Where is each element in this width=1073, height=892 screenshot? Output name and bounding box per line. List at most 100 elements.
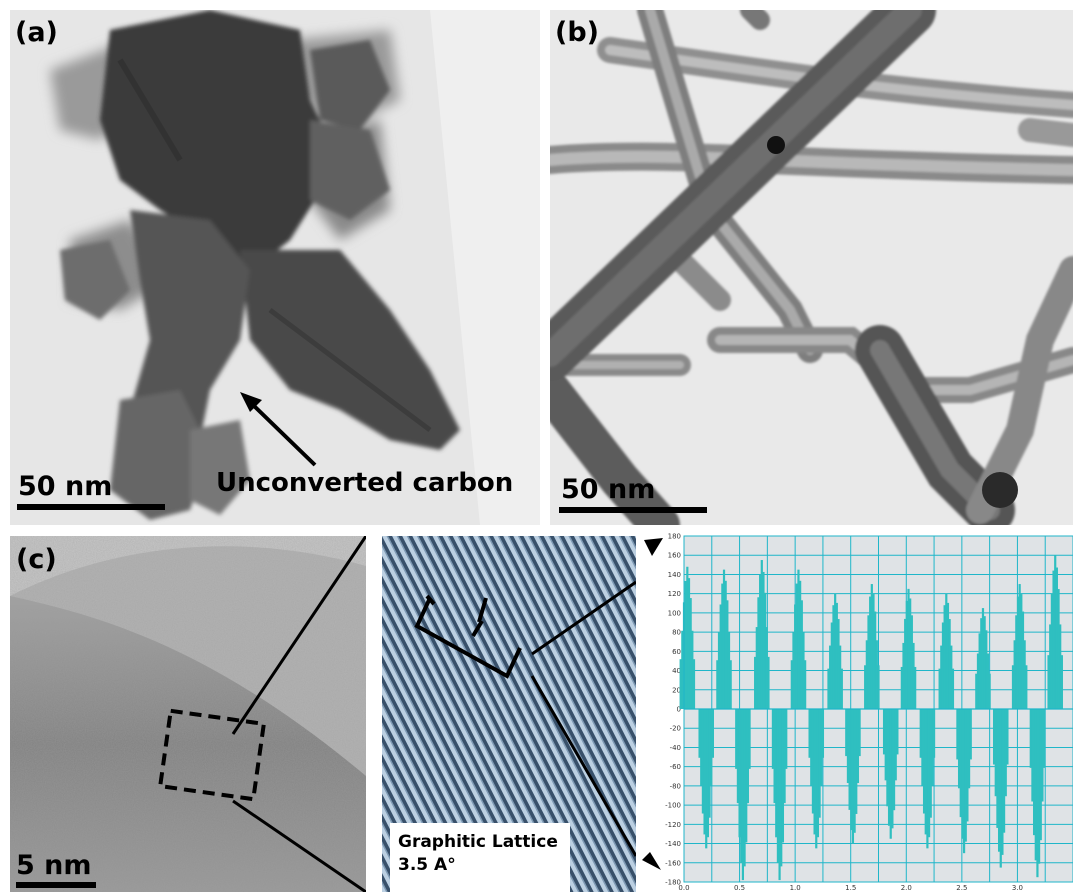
lattice-title: Graphitic Lattice [398, 832, 558, 852]
bar-trough [743, 709, 746, 867]
bar-trough [896, 709, 899, 755]
bar-trough [783, 709, 786, 804]
bar-peak [767, 656, 770, 709]
bar-trough [850, 709, 853, 831]
bar-trough [780, 709, 783, 867]
bar-peak [912, 642, 915, 709]
bar-trough [778, 709, 781, 881]
bar-trough [959, 709, 962, 818]
bar-peak [679, 659, 682, 709]
bar-trough [926, 709, 929, 849]
bar-peak [840, 668, 843, 709]
bar-peak [754, 656, 757, 709]
bar-trough [1002, 709, 1006, 833]
bar-peak [792, 632, 795, 709]
bar-peak [900, 666, 903, 709]
bar-trough [997, 709, 1001, 852]
bar-peak [727, 632, 731, 709]
bar-peak [1023, 640, 1026, 709]
bar-peak [1059, 624, 1062, 709]
bar-trough [741, 709, 745, 881]
bar-trough [1031, 709, 1034, 802]
bar-trough [924, 709, 927, 835]
bar-trough [1036, 709, 1039, 878]
x-tick-label: 0.0 [678, 884, 689, 892]
bar-peak [909, 598, 912, 709]
bar-trough [740, 709, 743, 863]
bar-peak [765, 627, 768, 709]
bar-trough [708, 709, 711, 818]
line-profile-chart: 180 160 140 120 100 80 60 40 20 0 -20 -40 -60 -80 -100… [650, 530, 1073, 892]
bar-peak [721, 583, 724, 709]
arrow-head [240, 392, 262, 412]
bar-peak [1060, 655, 1063, 709]
bar-peak [870, 584, 873, 709]
bar-peak [1055, 567, 1058, 709]
panel-c-hrtem: (c) 5 nm [10, 536, 366, 892]
bar-peak [985, 630, 988, 709]
roi-dashed-box [157, 708, 267, 802]
bar-peak [686, 566, 689, 709]
y-tick-label: -60 [670, 763, 681, 771]
bar-trough [735, 709, 738, 769]
x-tick-label: 2.5 [956, 884, 967, 892]
arrow-line [248, 400, 317, 467]
bar-peak [907, 588, 910, 709]
panel-label-a: (a) [15, 17, 58, 48]
bar-peak [905, 600, 908, 709]
bar-peak [760, 560, 763, 709]
y-tick-label: -140 [665, 840, 681, 848]
bar-trough [703, 709, 706, 835]
x-tick-label: 0.5 [734, 884, 745, 892]
bar-trough [929, 709, 932, 818]
bar-peak [829, 645, 832, 709]
y-tick-label: 120 [668, 590, 681, 598]
panel-c-lattice: Graphitic Lattice 3.5 A° [382, 536, 636, 892]
bar-trough [967, 709, 971, 789]
bar-trough [821, 709, 825, 758]
panel-label-c: (c) [16, 544, 57, 575]
bar-trough [922, 709, 926, 814]
bar-peak [1016, 596, 1020, 709]
bar-peak [689, 598, 692, 709]
bar-peak [795, 583, 798, 709]
bar-peak [864, 665, 867, 709]
bar-trough [956, 709, 959, 760]
lattice-value: 3.5 A° [398, 854, 456, 875]
bar-trough [994, 709, 997, 797]
y-tick-label: 140 [668, 571, 681, 579]
bar-trough [813, 709, 816, 835]
bar-trough [886, 709, 889, 807]
y-tick-label: 180 [668, 533, 681, 541]
bar-peak [1052, 570, 1055, 709]
bar-trough [856, 709, 860, 784]
bar-peak [988, 673, 991, 709]
bar-peak [872, 594, 875, 709]
bar-trough [884, 709, 887, 781]
panel-a: (a) Unconverted carbon 50 nm [10, 10, 540, 525]
bar-trough [815, 709, 818, 849]
bar-trough [810, 709, 813, 786]
bar-trough [1034, 709, 1037, 861]
bar-peak [904, 618, 907, 709]
bar-peak [839, 645, 842, 709]
panel-b: (b) 50 nm [550, 10, 1073, 525]
y-tick-label: 0 [677, 706, 681, 714]
bar-peak [945, 593, 948, 709]
bar-trough [921, 709, 924, 786]
arrow-head-top [644, 538, 663, 556]
y-tick-label: 80 [672, 629, 681, 637]
bar-trough [889, 709, 892, 839]
annotation-unconverted-carbon: Unconverted carbon [216, 468, 514, 498]
bar-trough [962, 709, 966, 854]
y-tick-label: -120 [665, 821, 681, 829]
bar-peak [716, 660, 719, 709]
bar-peak [1050, 593, 1053, 709]
lattice-bracket [414, 594, 522, 679]
y-tick-label: 40 [672, 667, 681, 675]
bar-trough [851, 709, 855, 844]
bar-peak [722, 569, 726, 709]
bar-trough [771, 709, 775, 769]
bar-peak [759, 574, 762, 709]
bar-trough [919, 709, 922, 758]
